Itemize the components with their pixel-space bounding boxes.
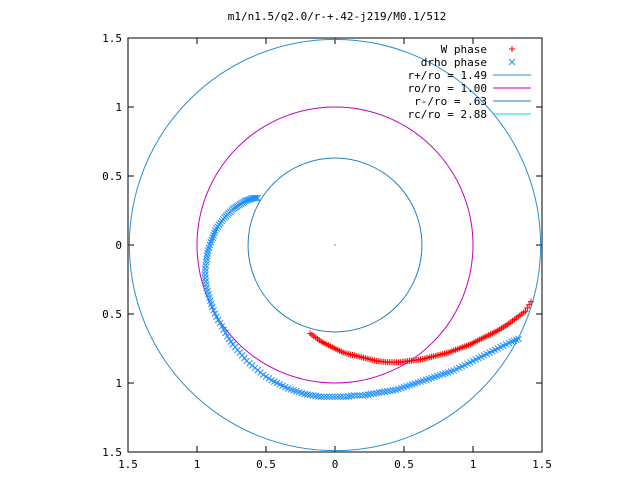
drho-phase-point bbox=[381, 388, 389, 396]
y-tick-label: 1 bbox=[115, 101, 122, 114]
w-phase-point bbox=[524, 305, 531, 312]
drho-phase-point bbox=[353, 392, 361, 399]
drho-phase-point bbox=[317, 393, 325, 401]
w-phase-point bbox=[526, 301, 533, 308]
drho-phase-point bbox=[201, 265, 209, 272]
drho-phase-point bbox=[211, 229, 218, 237]
drho-phase-point bbox=[328, 393, 336, 401]
drho-phase-point bbox=[204, 247, 212, 254]
drho-phase-point bbox=[218, 323, 226, 330]
drho-phase-point bbox=[339, 393, 347, 401]
drho-phase-point bbox=[323, 393, 331, 401]
circle-r--ro bbox=[247, 157, 423, 333]
drho-phase-point bbox=[212, 313, 220, 321]
drho-phase-point bbox=[378, 388, 386, 396]
y-tick-label: 0.5 bbox=[102, 308, 122, 321]
drho-phase-point bbox=[337, 393, 344, 401]
center-point bbox=[334, 244, 336, 246]
drho-phase-point bbox=[216, 319, 224, 327]
y-tick-label: 0 bbox=[115, 239, 122, 252]
x-tick-label: 0.5 bbox=[256, 458, 276, 471]
drho-phase-point bbox=[315, 392, 322, 400]
drho-phase-point bbox=[510, 337, 518, 345]
legend-marker-drho-phase bbox=[508, 58, 516, 66]
legend-label: r+/ro = 1.49 bbox=[408, 69, 487, 82]
series-drho-phase bbox=[201, 194, 522, 401]
x-tick-label: 1.5 bbox=[118, 458, 138, 471]
legend-label: drho phase bbox=[421, 56, 487, 69]
w-phase-point bbox=[527, 298, 534, 305]
drho-phase-point bbox=[212, 225, 220, 232]
x-tick-label: 1 bbox=[194, 458, 201, 471]
drho-phase-point bbox=[348, 392, 355, 400]
drho-phase-point bbox=[210, 231, 217, 239]
legend-marker-w-phase bbox=[509, 46, 515, 52]
drho-phase-point bbox=[386, 387, 394, 395]
drho-phase-point bbox=[301, 390, 308, 398]
drho-phase-point bbox=[251, 194, 259, 202]
w-phase-point bbox=[522, 308, 529, 315]
drho-phase-point bbox=[364, 391, 372, 398]
legend-label: rc/ro = 2.88 bbox=[408, 108, 487, 121]
drho-phase-point bbox=[375, 389, 383, 397]
drho-phase-point bbox=[212, 227, 219, 235]
x-tick-label: 1.5 bbox=[532, 458, 552, 471]
drho-phase-point bbox=[367, 390, 375, 398]
drho-phase-point bbox=[201, 271, 209, 279]
drho-phase-point bbox=[204, 249, 211, 257]
y-tick-label: 1.5 bbox=[102, 446, 122, 459]
drho-phase-point bbox=[373, 389, 380, 397]
drho-phase-point bbox=[214, 316, 222, 324]
drho-phase-point bbox=[384, 387, 391, 395]
legend-label: r-/ro = .63 bbox=[414, 95, 487, 108]
drho-phase-point bbox=[203, 252, 211, 260]
drho-phase-point bbox=[220, 326, 228, 333]
drho-phase-point bbox=[331, 393, 339, 401]
drho-phase-point bbox=[312, 392, 320, 400]
y-tick-label: 1 bbox=[115, 377, 122, 390]
drho-phase-point bbox=[306, 391, 314, 399]
drho-phase-point bbox=[320, 393, 328, 401]
legend-label: W phase bbox=[441, 43, 487, 56]
drho-phase-point bbox=[222, 329, 229, 337]
chart-title: m1/n1.5/q2.0/r-+.42-j219/M0.1/512 bbox=[228, 10, 447, 23]
x-tick-label: 0.5 bbox=[394, 458, 414, 471]
drho-phase-point bbox=[201, 268, 209, 276]
drho-phase-point bbox=[309, 392, 317, 399]
series-w-phase bbox=[307, 298, 534, 366]
drho-phase-point bbox=[389, 387, 397, 394]
drho-phase-point bbox=[362, 391, 369, 399]
drho-phase-point bbox=[345, 392, 353, 400]
drho-phase-point bbox=[326, 393, 333, 401]
y-tick-label: 0.5 bbox=[102, 170, 122, 183]
y-tick-label: 1.5 bbox=[102, 32, 122, 45]
drho-phase-point bbox=[370, 390, 377, 397]
x-tick-label: 0 bbox=[332, 458, 339, 471]
x-tick-label: 1 bbox=[470, 458, 477, 471]
legend-label: ro/ro = 1.00 bbox=[408, 82, 487, 95]
drho-phase-point bbox=[356, 392, 364, 399]
drho-phase-point bbox=[515, 335, 522, 343]
drho-phase-point bbox=[359, 392, 366, 399]
circle-ro-ro bbox=[196, 106, 474, 384]
drho-phase-point bbox=[208, 236, 216, 244]
drho-phase-point bbox=[209, 234, 216, 241]
drho-phase-point bbox=[334, 393, 342, 401]
drho-phase-point bbox=[350, 392, 358, 399]
drho-phase-point bbox=[342, 393, 350, 401]
drho-phase-point bbox=[508, 338, 515, 345]
circle-r--ro bbox=[128, 38, 542, 452]
drho-phase-point bbox=[304, 391, 311, 398]
drho-phase-point bbox=[512, 336, 520, 344]
